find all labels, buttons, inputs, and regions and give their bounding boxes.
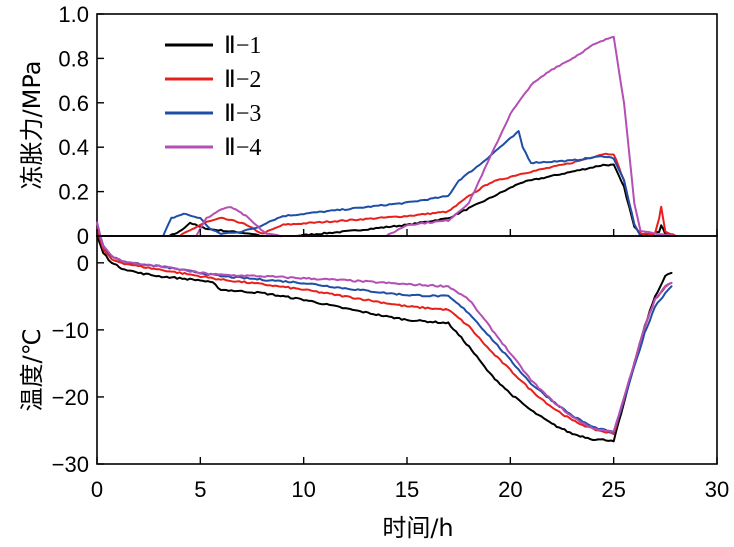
- bottom-y-tick-label: −30: [52, 452, 89, 477]
- bottom-series-line-2: [96, 228, 673, 435]
- x-tick-label: 30: [705, 477, 729, 502]
- x-tick-label: 25: [601, 477, 625, 502]
- bottom-y-tick-label: −20: [52, 385, 89, 410]
- top-y-tick-label: 0.6: [58, 91, 89, 116]
- legend-label: Ⅱ−3: [224, 101, 261, 127]
- bottom-y-axis: 0 −10 −20 −30: [52, 251, 104, 477]
- top-y-axis: 0 0.2 0.4 0.6 0.8 1.0: [58, 2, 104, 249]
- bottom-series-line-3: [96, 221, 673, 434]
- bottom-series-line-4: [96, 221, 673, 433]
- top-y-tick-label: 0.8: [58, 46, 89, 71]
- legend: Ⅱ−1 Ⅱ−2 Ⅱ−3 Ⅱ−4: [165, 33, 261, 161]
- legend-label: Ⅱ−2: [224, 67, 261, 93]
- bottom-series-group: [96, 221, 673, 443]
- top-series-group: [96, 35, 677, 238]
- top-y-tick-label: 0: [77, 224, 89, 249]
- top-y-tick-label: 0.2: [58, 180, 89, 205]
- x-tick-label: 10: [291, 477, 315, 502]
- top-y-axis-title: 冻胀力/MPa: [18, 61, 46, 190]
- x-tick-label: 15: [395, 477, 419, 502]
- bottom-series-line-1: [96, 235, 673, 443]
- bottom-y-tick-label: 0: [77, 251, 89, 276]
- bottom-y-tick-label: −10: [52, 318, 89, 343]
- top-panel: 0 0.2 0.4 0.6 0.8 1.0 冻胀力/MPa Ⅱ−1 Ⅱ−2 Ⅱ−3 Ⅱ−4: [18, 2, 718, 249]
- x-axis-title: 时间/h: [382, 514, 453, 542]
- x-axis: 0 5 10 15 20 25 30: [91, 229, 729, 502]
- x-tick-label: 5: [194, 477, 206, 502]
- bottom-panel: 0 −10 −20 −30 温度/℃ 0 5 10 15 20 25 30 时间/h: [18, 221, 729, 542]
- top-series-line-3: [96, 130, 677, 237]
- top-y-tick-label: 0.4: [58, 135, 89, 160]
- top-series-line-2: [96, 152, 677, 237]
- top-y-tick-label: 1.0: [58, 2, 89, 27]
- legend-label: Ⅱ−1: [224, 33, 261, 59]
- x-tick-label: 20: [498, 477, 522, 502]
- top-series-line-1: [96, 163, 677, 237]
- x-tick-label: 0: [91, 477, 103, 502]
- bottom-y-axis-title: 温度/℃: [18, 328, 46, 411]
- legend-label: Ⅱ−4: [224, 135, 261, 161]
